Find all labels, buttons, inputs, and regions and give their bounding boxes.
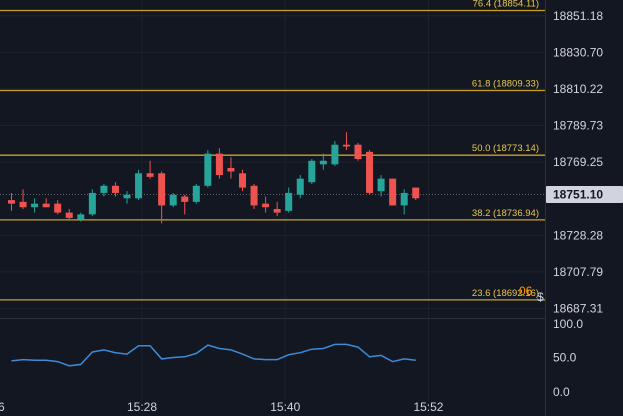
candle-down[interactable] — [273, 209, 281, 213]
fib-level-label: 23.6 (18692.16) — [472, 288, 539, 299]
price-tick-label: 18810.22 — [553, 82, 603, 96]
candle-down[interactable] — [181, 196, 189, 202]
fib-level-label: 50.0 (18773.14) — [472, 143, 539, 154]
indicator-tick-label: 50.0 — [553, 351, 577, 365]
candle-down[interactable] — [54, 203, 62, 213]
candle-up[interactable] — [319, 160, 327, 165]
price-tick-label: 18851.18 — [553, 9, 603, 23]
candle-down[interactable] — [19, 201, 27, 208]
currency-symbol: $ — [537, 290, 544, 304]
candle-down[interactable] — [389, 178, 397, 206]
time-tick-label: 15:40 — [270, 400, 300, 414]
price-tick-label: 18789.73 — [553, 119, 603, 133]
fib-level-label: 61.8 (18809.33) — [472, 79, 539, 90]
candle-down[interactable] — [65, 212, 73, 218]
candle-up[interactable] — [285, 192, 293, 211]
candle-down[interactable] — [262, 203, 270, 208]
candle-up[interactable] — [296, 178, 304, 195]
candle-up[interactable] — [31, 203, 39, 208]
fib-level-label: 76.4 (18854.11) — [473, 0, 539, 10]
candle-down[interactable] — [412, 187, 420, 199]
price-tick-label: 18728.28 — [553, 228, 603, 242]
candle-up[interactable] — [123, 194, 131, 199]
bar-countdown-label: 06 — [519, 284, 533, 298]
candle-down[interactable] — [215, 153, 223, 176]
candle-down[interactable] — [342, 144, 350, 147]
candle-down[interactable] — [250, 185, 258, 206]
fib-level-label: 38.2 (18736.94) — [472, 208, 539, 219]
price-tick-label: 18769.25 — [553, 155, 603, 169]
candle-up[interactable] — [192, 185, 200, 202]
time-tick-label: 15:28 — [127, 400, 157, 414]
candle-up[interactable] — [204, 153, 212, 186]
candle-down[interactable] — [146, 173, 154, 177]
candle-up[interactable] — [400, 192, 408, 206]
candle-up[interactable] — [135, 173, 143, 199]
price-tick-label: 18707.79 — [553, 265, 603, 279]
candle-down[interactable] — [158, 173, 166, 206]
indicator-tick-label: 100.0 — [553, 317, 583, 331]
candle-down[interactable] — [42, 203, 50, 208]
candle-up[interactable] — [308, 160, 316, 183]
last-price-tag-label: 18751.10 — [553, 188, 603, 202]
candle-up[interactable] — [169, 194, 177, 206]
time-tick-label: 5:16 — [0, 400, 5, 414]
candle-down[interactable] — [227, 167, 235, 172]
candle-down[interactable] — [366, 151, 374, 193]
candle-up[interactable] — [100, 185, 108, 193]
price-tick-label: 18687.31 — [553, 302, 603, 316]
candle-up[interactable] — [88, 192, 96, 215]
candle-up[interactable] — [377, 178, 385, 192]
candle-up[interactable] — [331, 144, 339, 165]
last-price-tag — [546, 186, 623, 204]
candle-down[interactable] — [354, 144, 362, 159]
indicator-line[interactable] — [11, 343, 416, 367]
candle-up[interactable] — [77, 214, 85, 220]
price-tick-label: 18830.70 — [553, 45, 603, 59]
time-tick-label: 15:52 — [413, 400, 443, 414]
candle-down[interactable] — [111, 185, 119, 193]
indicator-tick-label: 0.0 — [553, 385, 570, 399]
candle-down[interactable] — [8, 200, 15, 204]
candle-down[interactable] — [239, 173, 246, 188]
